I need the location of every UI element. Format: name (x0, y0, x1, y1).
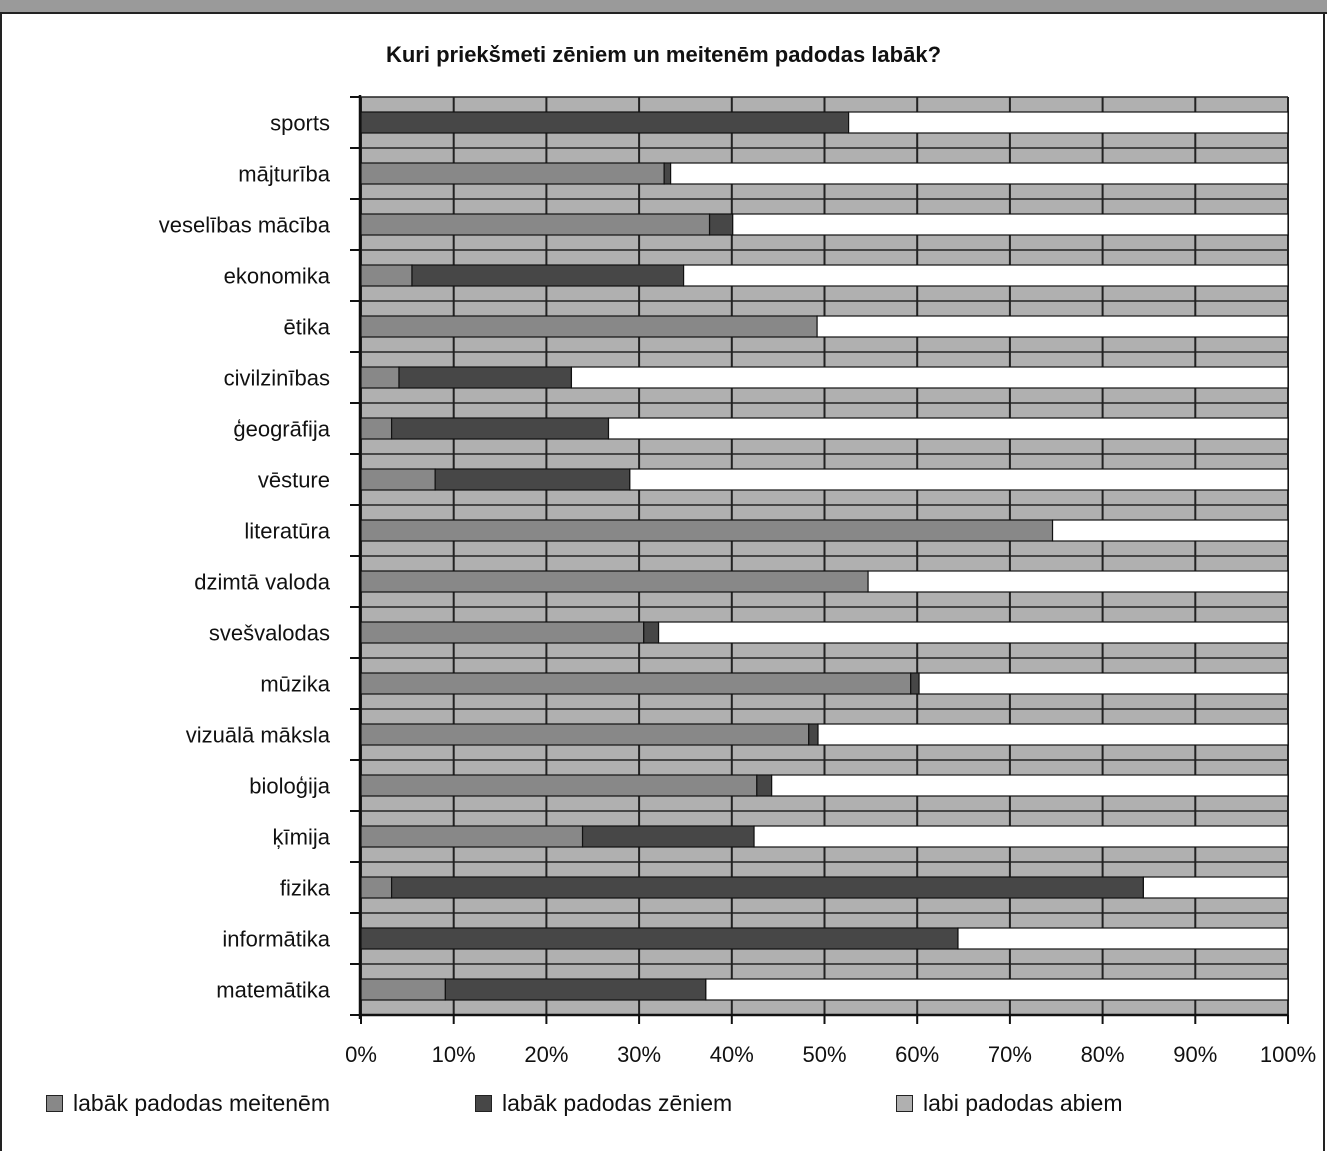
bar-both (1051, 519, 1289, 542)
x-tick-label: 0% (345, 1042, 377, 1067)
bar-both (848, 111, 1289, 134)
bar-boys (360, 111, 850, 134)
bar-girls (360, 978, 446, 1001)
x-tick-label: 60% (895, 1042, 939, 1067)
legend-label-girls: labāk padodas meitenēm (73, 1090, 330, 1116)
bar-boys (663, 162, 672, 185)
bar-girls (360, 825, 584, 848)
legend: labāk padodas meitenēm labāk padodas zēn… (46, 1090, 1306, 1120)
bar-boys (398, 366, 573, 389)
bar-girls (360, 417, 393, 440)
bar-girls (360, 315, 818, 338)
category-label: vizuālā māksla (186, 723, 331, 748)
bar-girls (360, 723, 810, 746)
bar-girls (360, 774, 758, 797)
bar-boys (808, 723, 819, 746)
category-label: civilzinības (224, 366, 330, 391)
legend-swatch-boys (475, 1095, 492, 1112)
bar-both (670, 162, 1289, 185)
category-label: mājturība (238, 162, 330, 187)
bar-girls (360, 468, 436, 491)
category-label: ģeogrāfija (233, 417, 330, 442)
x-tick-label: 100% (1260, 1042, 1316, 1067)
bar-both (570, 366, 1289, 389)
bar-both (957, 927, 1289, 950)
bar-girls (360, 366, 400, 389)
x-tick-label: 90% (1173, 1042, 1217, 1067)
bar-girls (360, 621, 645, 644)
bar-boys (643, 621, 660, 644)
bar-both (817, 723, 1289, 746)
bar-boys (434, 468, 631, 491)
legend-swatch-girls (46, 1095, 63, 1112)
x-tick-label: 70% (988, 1042, 1032, 1067)
bar-boys (411, 264, 685, 287)
category-label: ekonomika (224, 264, 331, 289)
category-label: informātika (222, 927, 330, 952)
category-label: bioloģija (249, 774, 330, 799)
bar-boys (581, 825, 755, 848)
bar-both (771, 774, 1289, 797)
x-tick-label: 10% (432, 1042, 476, 1067)
bar-both (732, 213, 1289, 236)
bar-boys (756, 774, 773, 797)
legend-item-girls: labāk padodas meitenēm (46, 1090, 330, 1117)
bar-both (682, 264, 1289, 287)
category-label: matemātika (216, 978, 330, 1003)
x-tick-label: 20% (524, 1042, 568, 1067)
bar-girls (360, 213, 711, 236)
bar-both (657, 621, 1289, 644)
bar-boys (390, 417, 610, 440)
category-label: mūzika (260, 672, 330, 697)
category-label: literatūra (244, 519, 330, 544)
chart-title: Kuri priekšmeti zēniem un meitenēm padod… (385, 42, 942, 67)
bar-boys (708, 213, 734, 236)
bar-both (753, 825, 1289, 848)
category-label: veselības mācība (159, 213, 331, 238)
bar-boys (444, 978, 707, 1001)
legend-swatch-both (896, 1095, 913, 1112)
x-tick-label: 50% (802, 1042, 846, 1067)
legend-label-boys: labāk padodas zēniem (502, 1090, 733, 1116)
bar-boys (910, 672, 920, 695)
legend-item-both: labi padodas abiem (896, 1090, 1122, 1117)
category-label: fizika (280, 876, 331, 901)
bar-girls (360, 570, 869, 593)
x-tick-label: 30% (617, 1042, 661, 1067)
bar-both (1142, 876, 1289, 899)
x-tick-label: 80% (1081, 1042, 1125, 1067)
category-label: dzimtā valoda (194, 570, 331, 595)
bar-both (629, 468, 1289, 491)
bar-both (816, 315, 1289, 338)
bar-both (867, 570, 1289, 593)
category-label: vēsture (258, 468, 330, 493)
bar-both (918, 672, 1289, 695)
bar-girls (360, 519, 1054, 542)
bar-girls (360, 672, 912, 695)
legend-item-boys: labāk padodas zēniem (475, 1090, 732, 1117)
bar-girls (360, 876, 393, 899)
bar-both (705, 978, 1289, 1001)
bar-boys (360, 927, 959, 950)
bar-chart: sports mājturība veselības mācība ekonomika… (159, 95, 1316, 1067)
legend-label-both: labi padodas abiem (923, 1090, 1123, 1116)
bar-boys (390, 876, 1144, 899)
category-label: sports (270, 111, 330, 136)
category-label: ētika (284, 315, 331, 340)
bar-both (607, 417, 1289, 440)
category-label: ķīmija (273, 825, 331, 850)
bar-girls (360, 264, 413, 287)
bar-girls (360, 162, 665, 185)
x-tick-label: 40% (710, 1042, 754, 1067)
top-band (0, 0, 1327, 14)
category-label: svešvalodas (209, 621, 330, 646)
